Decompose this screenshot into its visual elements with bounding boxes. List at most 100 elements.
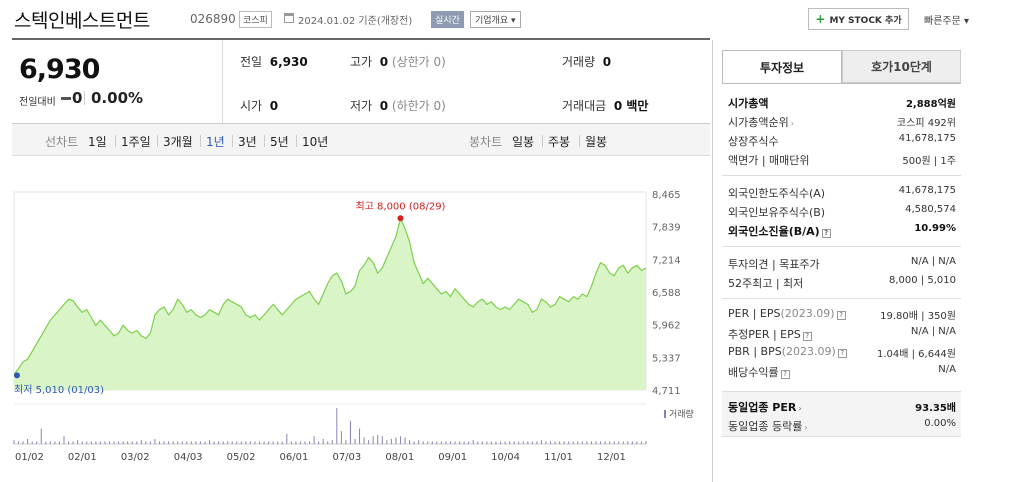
price-line bbox=[13, 216, 647, 375]
section-divider bbox=[722, 175, 961, 176]
chevron-right-icon: › bbox=[798, 404, 802, 413]
foreign-ratio-row: 외국인소진율(B/A)? 10.99% bbox=[728, 223, 956, 238]
industry-per-row[interactable]: 동일업종 PER › 93.35배 bbox=[728, 401, 956, 414]
change-label: 전일대비 bbox=[19, 97, 56, 108]
calendar-icon bbox=[284, 13, 294, 23]
par-value-row: 액면가 | 매매단위 500원 | 1주 bbox=[728, 154, 956, 167]
candle-tab-2[interactable]: 월봉 bbox=[585, 135, 608, 149]
market-cap-row: 시가총액 2,888억원 bbox=[728, 97, 956, 110]
low-price: 저가 0 (하한가 0) bbox=[350, 99, 446, 113]
tab-separator bbox=[264, 135, 265, 147]
stock-name: 스텍인베스트먼트 bbox=[14, 10, 150, 32]
section-divider bbox=[722, 246, 961, 247]
price-area bbox=[14, 218, 646, 390]
help-icon[interactable]: ? bbox=[837, 349, 847, 358]
line-chart-label: 선차트 bbox=[45, 135, 79, 149]
est-per-row: 추정PER | EPS? N/A | N/A bbox=[728, 326, 956, 341]
tab-invest-info[interactable]: 투자정보 bbox=[722, 50, 842, 83]
company-overview-button[interactable]: 기업개요 ▾ bbox=[470, 11, 521, 28]
volume-legend: 거래량 bbox=[664, 407, 694, 420]
panel-divider bbox=[712, 40, 713, 482]
y-tick-label: 5,962 bbox=[652, 321, 681, 332]
trade-amount: 거래대금 0 백만 bbox=[562, 99, 649, 113]
listed-shares-row: 상장주식수 41,678,175 bbox=[728, 133, 956, 148]
period-tab-4[interactable]: 3년 bbox=[238, 135, 257, 149]
stock-code: 026890 bbox=[190, 12, 236, 26]
section-divider bbox=[722, 298, 961, 299]
add-mystock-button[interactable]: + MY STOCK 추가 bbox=[808, 8, 909, 30]
y-tick-label: 6,588 bbox=[652, 288, 681, 299]
x-tick-label: 04/03 bbox=[174, 452, 203, 463]
period-bar bbox=[12, 124, 710, 156]
realtime-button[interactable]: 실시간 bbox=[431, 11, 464, 28]
x-tick-label: 05/02 bbox=[227, 452, 256, 463]
candle-tab-1[interactable]: 주봉 bbox=[548, 135, 571, 149]
industry-rate-row[interactable]: 동일업종 등락률 › 0.00% bbox=[728, 418, 956, 433]
volume: 거래량 0 bbox=[562, 55, 612, 69]
industry-summary: 동일업종 PER › 93.35배 동일업종 등락률 › 0.00% bbox=[722, 391, 961, 437]
high-price: 고가 0 (상한가 0) bbox=[350, 55, 446, 69]
quote-bottom-border bbox=[12, 123, 710, 124]
y-tick-label: 8,465 bbox=[652, 190, 681, 201]
candle-chart-label: 봉차트 bbox=[469, 135, 503, 149]
tab-order-book[interactable]: 호가10단계 bbox=[842, 50, 961, 83]
open-price: 시가 0 bbox=[240, 99, 279, 113]
tab-separator bbox=[157, 135, 158, 147]
x-tick-label: 08/01 bbox=[385, 452, 414, 463]
quick-order-button[interactable]: 빠른주문 ▾ bbox=[924, 16, 969, 27]
market-cap-rank-row[interactable]: 시가총액순위 › 코스피 492위 bbox=[728, 116, 956, 129]
change-percent: 0.00% bbox=[91, 89, 144, 107]
foreign-hold-row: 외국인보유주식수(B) 4,580,574 bbox=[728, 204, 956, 219]
tab-separator bbox=[232, 135, 233, 147]
tab-separator bbox=[579, 135, 580, 147]
x-tick-label: 07/03 bbox=[332, 452, 361, 463]
tab-underline bbox=[722, 83, 961, 84]
current-price: 6,930 bbox=[19, 54, 100, 85]
flat-icon bbox=[61, 97, 71, 100]
candle-tab-0[interactable]: 일봉 bbox=[512, 135, 535, 149]
period-tab-0[interactable]: 1일 bbox=[88, 135, 107, 149]
help-icon[interactable]: ? bbox=[780, 370, 790, 379]
help-icon[interactable]: ? bbox=[836, 311, 846, 320]
tab-separator bbox=[296, 135, 297, 147]
y-tick-label: 7,214 bbox=[652, 255, 681, 266]
foreign-limit-row: 외국인한도주식수(A) 41,678,175 bbox=[728, 185, 956, 200]
tab-separator bbox=[115, 135, 116, 147]
period-tab-2[interactable]: 3개월 bbox=[163, 135, 193, 149]
help-icon[interactable]: ? bbox=[821, 229, 831, 238]
x-tick-label: 02/01 bbox=[68, 452, 97, 463]
per-eps-row: PER | EPS(2023.09)? 19.80배 | 350원 bbox=[728, 307, 956, 322]
x-tick-label: 03/02 bbox=[121, 452, 150, 463]
change-separator bbox=[84, 91, 85, 105]
low-annotation: 최저 5,010 (01/03) bbox=[14, 384, 104, 396]
tab-separator bbox=[542, 135, 543, 147]
x-tick-label: 12/01 bbox=[597, 452, 626, 463]
top-divider bbox=[12, 38, 710, 40]
period-tab-5[interactable]: 5년 bbox=[270, 135, 289, 149]
base-date: 2024.01.02 기준(개장전) bbox=[298, 16, 413, 27]
chevron-right-icon: › bbox=[804, 423, 808, 432]
price-chart: 8,465 7,839 7,214 6,588 5,962 5,337 4,711 최고 8,… bbox=[13, 190, 681, 463]
y-tick-label: 7,839 bbox=[652, 223, 681, 234]
high-annotation: 최고 8,000 (08/29) bbox=[355, 200, 445, 212]
x-tick-label: 01/02 bbox=[15, 452, 44, 463]
invest-info-panel: 시가총액 2,888억원 시가총액순위 › 코스피 492위 상장주식수 41,678,… bbox=[722, 84, 961, 444]
dividend-row: 배당수익률? N/A bbox=[728, 364, 956, 379]
add-mystock-label: MY STOCK 추가 bbox=[829, 15, 902, 26]
low-marker bbox=[14, 372, 20, 379]
opinion-row: 투자의견 | 목표주가 N/A | N/A bbox=[728, 256, 956, 271]
help-icon[interactable]: ? bbox=[802, 332, 812, 341]
price-box bbox=[12, 40, 223, 123]
period-tab-6[interactable]: 10년 bbox=[302, 135, 329, 149]
pbr-bps-row: PBR | BPS(2023.09)? 1.04배 | 6,644원 bbox=[728, 345, 956, 360]
period-tab-3[interactable]: 1년 bbox=[206, 135, 225, 149]
period-tab-1[interactable]: 1주일 bbox=[121, 135, 151, 149]
y-tick-label: 5,337 bbox=[652, 353, 681, 364]
x-tick-label: 11/01 bbox=[544, 452, 573, 463]
high-marker bbox=[397, 215, 404, 222]
chevron-right-icon: › bbox=[790, 119, 794, 128]
market-badge: 코스피 bbox=[239, 11, 272, 28]
x-tick-label: 09/01 bbox=[438, 452, 467, 463]
y-tick-label: 4,711 bbox=[652, 386, 681, 397]
volume-swatch bbox=[664, 410, 666, 418]
